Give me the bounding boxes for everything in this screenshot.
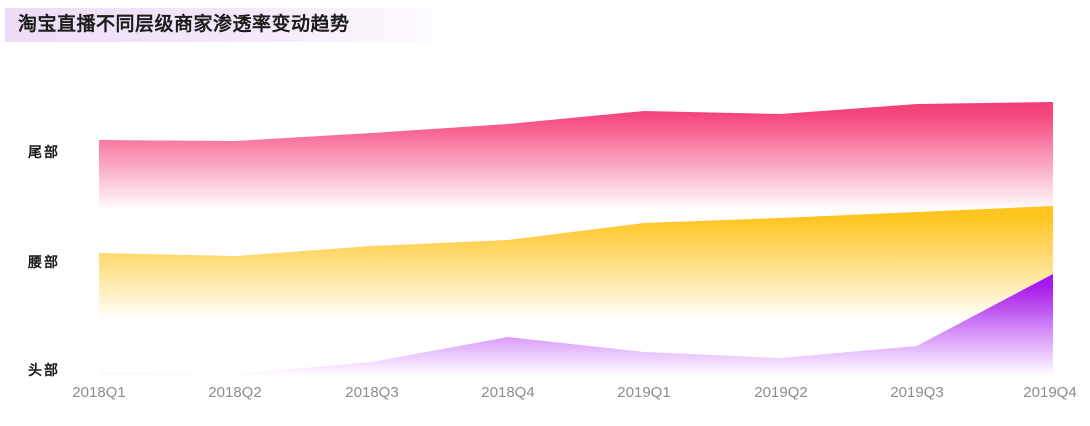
x-tick-label: 2019Q1	[617, 384, 671, 401]
x-tick-label: 2018Q1	[72, 384, 126, 401]
x-tick-label: 2019Q3	[890, 384, 944, 401]
x-tick-label: 2018Q3	[345, 384, 399, 401]
band-waist	[99, 206, 1053, 320]
x-tick-label: 2019Q4	[1023, 384, 1077, 401]
x-tick-label: 2019Q2	[754, 384, 808, 401]
x-tick-label: 2018Q4	[481, 384, 535, 401]
x-tick-label: 2018Q2	[208, 384, 262, 401]
row-label-head: 头部	[28, 362, 60, 378]
chart-title: 淘宝直播不同层级商家渗透率变动趋势	[5, 8, 468, 42]
row-label-waist: 腰部	[28, 254, 60, 270]
band-tail	[99, 102, 1053, 210]
row-label-tail: 尾部	[28, 144, 60, 160]
band-head	[99, 274, 1053, 376]
